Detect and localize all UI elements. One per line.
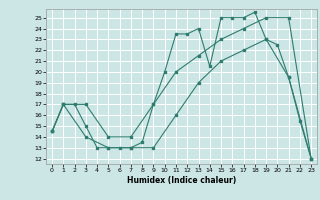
X-axis label: Humidex (Indice chaleur): Humidex (Indice chaleur): [127, 176, 236, 185]
